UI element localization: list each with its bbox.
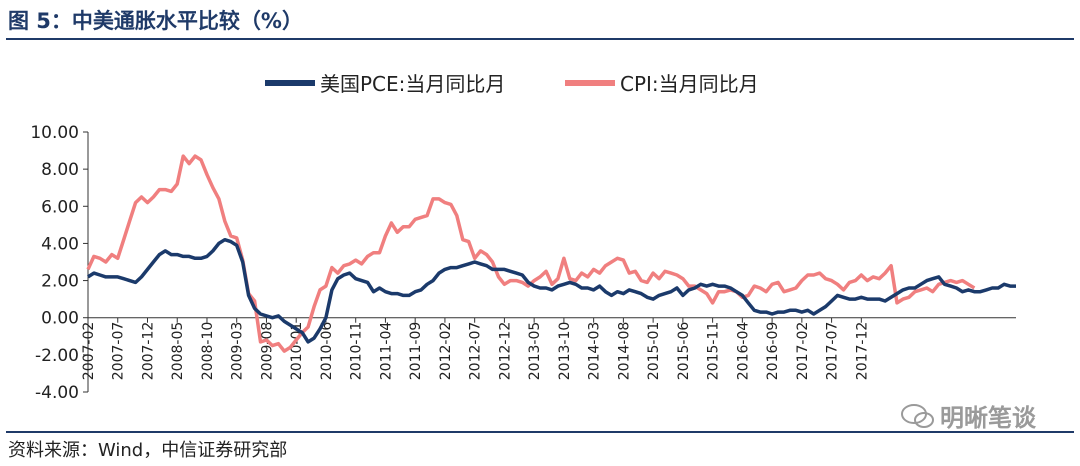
line-chart: 美国PCE:当月同比月 CPI:当月同比月 10.00 8.00 6.00 4.00 2… — [30, 72, 1016, 403]
x-tick-label: 2017-12 — [854, 322, 870, 381]
footer-rule — [6, 431, 1074, 433]
x-tick-label: 2017-07 — [825, 322, 841, 381]
watermark-text: 明晰笔谈 — [940, 404, 1036, 432]
title-underline — [6, 38, 1074, 40]
x-tick-label: 2007-02 — [81, 322, 97, 381]
series-layer — [86, 154, 1016, 353]
x-tick-label: 2012-07 — [468, 322, 484, 381]
y-tick-label: 2.00 — [41, 272, 79, 292]
x-tick-label: 2007-12 — [140, 322, 156, 381]
x-tick-label: 2013-05 — [527, 322, 543, 381]
x-tick-label: 2015-01 — [646, 322, 662, 381]
x-tick-label: 2012-12 — [497, 322, 513, 381]
x-tick-label: 2017-02 — [795, 322, 811, 381]
x-tick-label: 2008-10 — [200, 322, 216, 381]
legend-label-pce: 美国PCE:当月同比月 — [320, 72, 505, 96]
x-tick-label: 2011-04 — [378, 322, 394, 381]
x-tick-label: 2009-08 — [259, 322, 275, 381]
x-tick-label: 2016-04 — [735, 322, 751, 381]
figure-title: 图 5：中美通胀水平比较（%） — [8, 9, 303, 33]
y-tick-label: 6.00 — [41, 197, 79, 217]
x-tick-label: 2008-05 — [170, 322, 186, 381]
x-tick-label: 2007-07 — [111, 322, 127, 381]
x-tick-label: 2014-08 — [616, 322, 632, 381]
y-tick-label: -4.00 — [35, 383, 79, 403]
x-tick-label: 2015-11 — [706, 322, 722, 381]
x-axis: 2007-02 2007-07 2007-12 2008-05 2008-10 2009-… — [81, 317, 1016, 381]
x-tick-label: 2011-09 — [408, 322, 424, 381]
x-tick-label: 2009-03 — [230, 322, 246, 381]
source-note: 资料来源：Wind，中信证券研究部 — [8, 440, 288, 461]
x-tick-label: 2010-06 — [319, 322, 335, 381]
pce-series-line — [87, 237, 1016, 344]
x-tick-label: 2014-03 — [587, 322, 603, 381]
y-tick-label: 8.00 — [41, 160, 79, 180]
y-tick-label: 10.00 — [30, 123, 79, 143]
x-tick-label: 2013-10 — [557, 322, 573, 381]
legend-label-cpi: CPI:当月同比月 — [620, 72, 759, 96]
x-tick-label: 2016-09 — [765, 322, 781, 381]
legend: 美国PCE:当月同比月 CPI:当月同比月 — [265, 72, 759, 96]
x-tick-label: 2012-02 — [438, 322, 454, 381]
x-tick-label: 2010-11 — [349, 322, 365, 381]
y-tick-label: 0.00 — [41, 309, 79, 329]
wechat-icon — [901, 404, 934, 428]
y-tick-label: 4.00 — [41, 234, 79, 254]
x-tick-label: 2015-06 — [676, 322, 692, 381]
y-axis: 10.00 8.00 6.00 4.00 2.00 0.00 -2.00 -4.00 — [30, 123, 89, 403]
y-tick-label: -2.00 — [35, 346, 79, 366]
